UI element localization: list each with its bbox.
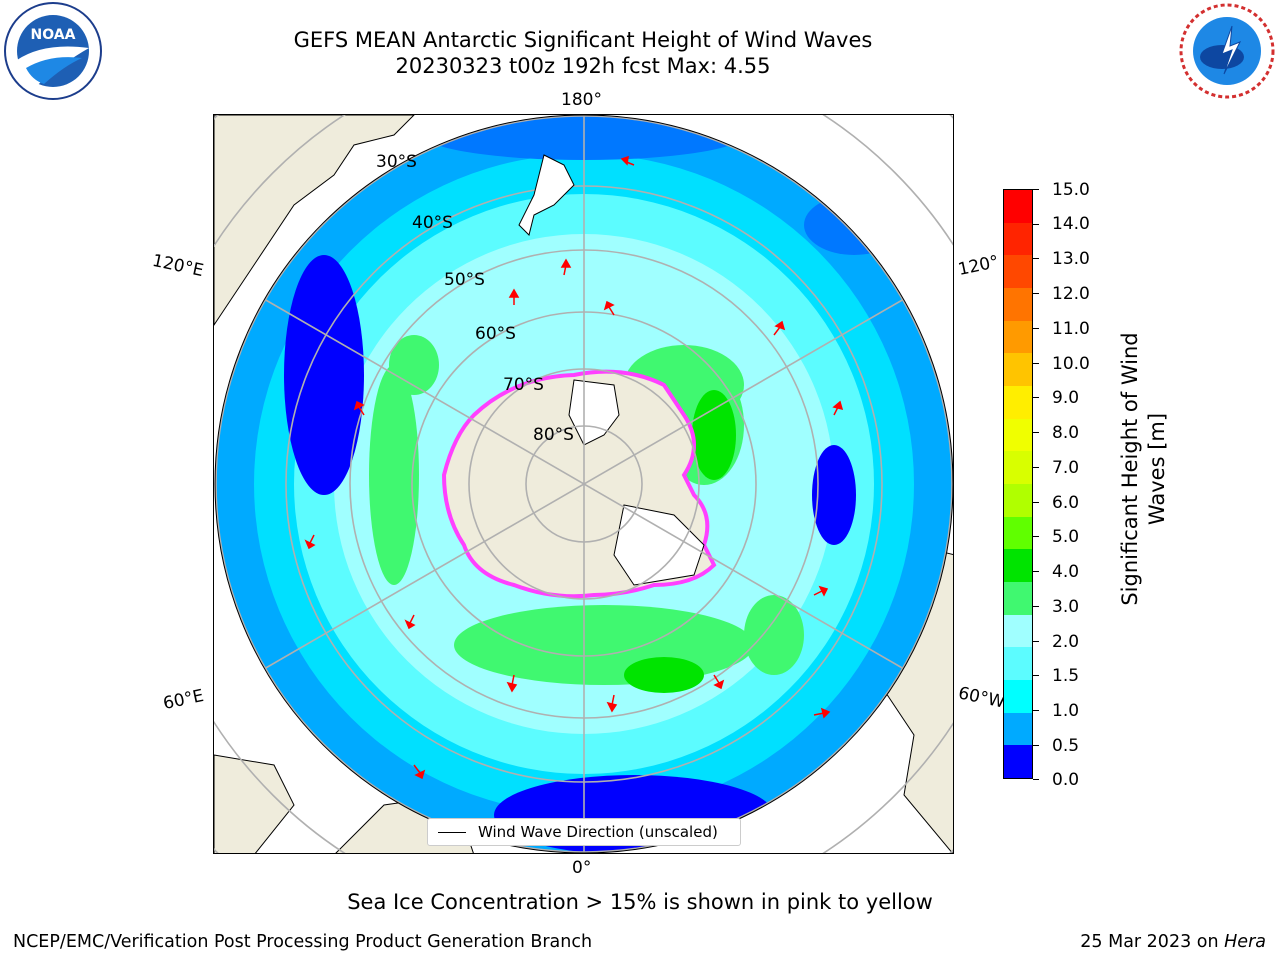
lon-label-right-lower: 60°W bbox=[956, 683, 1007, 713]
colorbar-tick-label: 5.0 bbox=[1052, 527, 1080, 547]
colorbar-tick-label: 3.0 bbox=[1052, 597, 1080, 617]
footer-credit: NCEP/EMC/Verification Post Processing Pr… bbox=[13, 932, 593, 952]
noaa-logo: NOAA bbox=[4, 2, 102, 100]
colorbar-tick bbox=[1033, 189, 1039, 190]
colorbar-tick bbox=[1033, 745, 1039, 746]
map-legend: Wind Wave Direction (unscaled) bbox=[427, 818, 741, 846]
colorbar-tick bbox=[1033, 675, 1039, 676]
colorbar-tick bbox=[1033, 293, 1039, 294]
wind-arrows bbox=[304, 155, 844, 780]
colorbar-tick-label: 7.0 bbox=[1052, 458, 1080, 478]
sea-ice-note: Sea Ice Concentration > 15% is shown in … bbox=[347, 890, 933, 914]
colorbar-tick bbox=[1033, 641, 1039, 642]
colorbar-tick bbox=[1033, 328, 1039, 329]
svg-text:NOAA: NOAA bbox=[31, 27, 76, 43]
lon-label-left-lower: 60°E bbox=[161, 685, 206, 715]
colorbar-seg bbox=[1004, 549, 1032, 583]
colorbar-tick bbox=[1033, 536, 1039, 537]
lat-label-40: 40°S bbox=[412, 213, 453, 233]
lat-label-30: 30°S bbox=[376, 152, 417, 172]
colorbar-seg bbox=[1004, 386, 1032, 419]
lat-label-50: 50°S bbox=[444, 270, 485, 290]
colorbar-tick-label: 9.0 bbox=[1052, 388, 1080, 408]
colorbar-seg bbox=[1004, 712, 1032, 746]
chart-title-line2: 20230323 t00z 192h fcst Max: 4.55 bbox=[395, 54, 771, 78]
colorbar-tick-label: 11.0 bbox=[1052, 319, 1090, 339]
footer-date-text: 25 Mar 2023 on bbox=[1080, 932, 1225, 952]
colorbar-tick bbox=[1033, 467, 1039, 468]
colorbar-seg bbox=[1004, 451, 1032, 485]
colorbar-tick-label: 12.0 bbox=[1052, 284, 1090, 304]
colorbar-tick bbox=[1033, 432, 1039, 433]
chart-title-line1: GEFS MEAN Antarctic Significant Height o… bbox=[293, 28, 873, 52]
colorbar-tick-label: 8.0 bbox=[1052, 423, 1080, 443]
legend-line-sample bbox=[438, 832, 466, 833]
colorbar-tick-label: 14.0 bbox=[1052, 214, 1090, 234]
colorbar-tick-label: 6.0 bbox=[1052, 493, 1080, 513]
colorbar-tick bbox=[1033, 571, 1039, 572]
colorbar-seg bbox=[1004, 353, 1032, 387]
lon-label-top: 180° bbox=[561, 90, 602, 110]
colorbar-tick-label: 0.5 bbox=[1052, 736, 1080, 756]
lat-label-80: 80°S bbox=[533, 425, 574, 445]
colorbar-seg bbox=[1004, 484, 1032, 517]
colorbar-tick bbox=[1033, 224, 1039, 225]
colorbar-seg bbox=[1004, 222, 1032, 256]
colorbar-tick-label: 1.5 bbox=[1052, 666, 1080, 686]
map-panel bbox=[213, 114, 954, 854]
colorbar-tick-label: 1.0 bbox=[1052, 701, 1080, 721]
polar-map bbox=[214, 115, 953, 853]
colorbar-tick bbox=[1033, 258, 1039, 259]
colorbar-seg bbox=[1004, 516, 1032, 550]
colorbar-tick-label: 10.0 bbox=[1052, 354, 1090, 374]
colorbar-tick-label: 2.0 bbox=[1052, 632, 1080, 652]
colorbar-tick-label: 15.0 bbox=[1052, 180, 1090, 200]
colorbar-tick bbox=[1033, 363, 1039, 364]
colorbar-tick-label: 4.0 bbox=[1052, 562, 1080, 582]
lon-label-bottom: 0° bbox=[572, 858, 592, 878]
colorbar-tick-label: 13.0 bbox=[1052, 249, 1090, 269]
colorbar-title-line1: Significant Height of Wind bbox=[1118, 332, 1142, 606]
footer-machine: Hera bbox=[1224, 932, 1266, 952]
lat-label-60: 60°S bbox=[475, 324, 516, 344]
colorbar-seg bbox=[1004, 418, 1032, 452]
lat-label-70: 70°S bbox=[503, 375, 544, 395]
lon-label-right-upper: 120° bbox=[956, 251, 1001, 281]
colorbar-tick bbox=[1033, 502, 1039, 503]
colorbar-seg bbox=[1004, 745, 1032, 779]
footer-date: 25 Mar 2023 on Hera bbox=[1080, 932, 1266, 952]
colorbar-seg bbox=[1004, 320, 1032, 354]
nws-logo bbox=[1178, 2, 1276, 100]
colorbar bbox=[1003, 189, 1033, 779]
colorbar-seg bbox=[1004, 582, 1032, 615]
colorbar-seg bbox=[1004, 190, 1032, 223]
colorbar-seg bbox=[1004, 680, 1032, 713]
legend-label: Wind Wave Direction (unscaled) bbox=[478, 823, 718, 841]
colorbar-title-line2: Waves [m] bbox=[1145, 412, 1169, 526]
colorbar-seg bbox=[1004, 288, 1032, 321]
colorbar-tick bbox=[1033, 710, 1039, 711]
colorbar-tick bbox=[1033, 606, 1039, 607]
colorbar-tick bbox=[1033, 779, 1039, 780]
colorbar-seg bbox=[1004, 647, 1032, 681]
colorbar-tick bbox=[1033, 397, 1039, 398]
lon-label-left-upper: 120°E bbox=[150, 250, 206, 282]
colorbar-tick-label: 0.0 bbox=[1052, 770, 1080, 790]
colorbar-seg bbox=[1004, 614, 1032, 648]
colorbar-seg bbox=[1004, 255, 1032, 289]
